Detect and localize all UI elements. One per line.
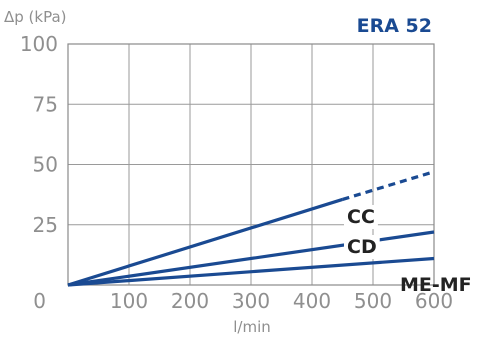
- series-label-background: [344, 235, 380, 259]
- chart-title: ERA 52: [357, 15, 432, 37]
- x-tick-labels: 100 200 300 400 500 600: [110, 289, 453, 313]
- chart-grid: [68, 44, 434, 285]
- y-tick-labels: 25 50 75 100: [20, 32, 58, 237]
- series-label-background: [344, 205, 378, 229]
- series-line-cc: [67, 197, 343, 287]
- series-line-cc: [342, 170, 435, 201]
- y-tick-label: 75: [33, 92, 58, 116]
- x-tick-label: 400: [293, 289, 331, 313]
- y-tick-label: 50: [33, 153, 58, 177]
- x-axis-label: l/min: [233, 318, 271, 336]
- y-axis-label: Δp (kPa): [4, 8, 67, 26]
- series-label-cc: CC: [347, 206, 375, 228]
- x-tick-label: 500: [354, 289, 392, 313]
- x-tick-label: 100: [110, 289, 148, 313]
- plot-frame: [67, 43, 435, 286]
- series-labels: CC CD ME-MF: [344, 205, 472, 296]
- y-tick-label: 25: [33, 213, 58, 237]
- series-line-me-mf: [67, 256, 435, 287]
- y-tick-label: 100: [20, 32, 58, 56]
- series-label-me-mf: ME-MF: [400, 274, 472, 296]
- x-tick-label: 300: [232, 289, 270, 313]
- origin-tick-label: 0: [33, 289, 46, 313]
- x-tick-label: 200: [171, 289, 209, 313]
- x-tick-label: 600: [415, 289, 453, 313]
- series-label-cd: CD: [347, 236, 377, 258]
